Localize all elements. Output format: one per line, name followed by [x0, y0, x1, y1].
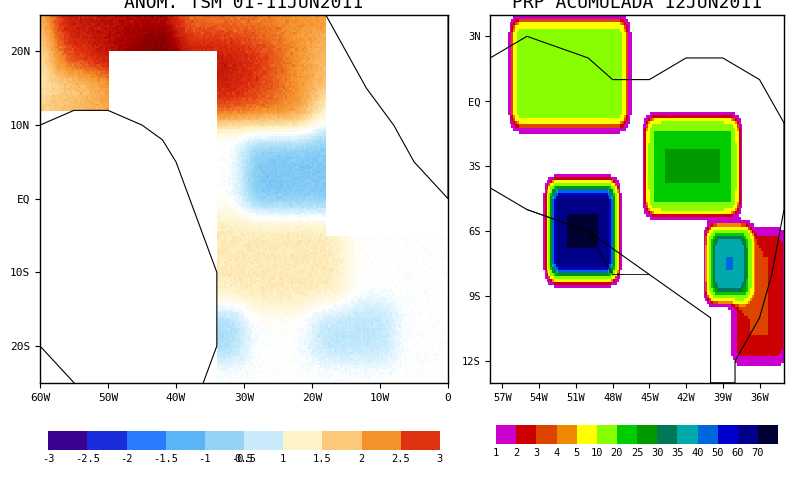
- Text: 0.5: 0.5: [234, 454, 254, 464]
- Title: ANOM. TSM 01-11JUN2011: ANOM. TSM 01-11JUN2011: [125, 0, 364, 12]
- Text: 60: 60: [731, 448, 744, 458]
- FancyBboxPatch shape: [577, 425, 597, 444]
- Text: 1: 1: [493, 448, 499, 458]
- Text: 25: 25: [631, 448, 643, 458]
- FancyBboxPatch shape: [758, 425, 778, 444]
- Text: 20: 20: [610, 448, 623, 458]
- FancyBboxPatch shape: [658, 425, 678, 444]
- Text: 2.5: 2.5: [391, 454, 410, 464]
- FancyBboxPatch shape: [48, 431, 87, 450]
- FancyBboxPatch shape: [557, 425, 577, 444]
- FancyBboxPatch shape: [597, 425, 617, 444]
- Text: -3: -3: [42, 454, 54, 464]
- Text: -1.5: -1.5: [153, 454, 178, 464]
- Text: 1.5: 1.5: [313, 454, 332, 464]
- FancyBboxPatch shape: [637, 425, 658, 444]
- FancyBboxPatch shape: [244, 431, 283, 450]
- Text: 10: 10: [590, 448, 603, 458]
- Text: -1: -1: [198, 454, 211, 464]
- FancyBboxPatch shape: [678, 425, 698, 444]
- Text: 2: 2: [513, 448, 519, 458]
- Text: 35: 35: [671, 448, 684, 458]
- Text: 1: 1: [280, 454, 286, 464]
- FancyBboxPatch shape: [401, 431, 440, 450]
- Text: 5: 5: [574, 448, 580, 458]
- FancyBboxPatch shape: [126, 431, 166, 450]
- Text: 30: 30: [651, 448, 663, 458]
- Text: 50: 50: [711, 448, 724, 458]
- FancyBboxPatch shape: [362, 431, 401, 450]
- Text: 40: 40: [691, 448, 704, 458]
- Text: 2: 2: [358, 454, 365, 464]
- Text: 70: 70: [752, 448, 764, 458]
- FancyBboxPatch shape: [536, 425, 557, 444]
- Title: PRP ACUMULADA 12JUN2011: PRP ACUMULADA 12JUN2011: [512, 0, 762, 12]
- FancyBboxPatch shape: [496, 425, 516, 444]
- FancyBboxPatch shape: [283, 431, 322, 450]
- FancyBboxPatch shape: [205, 431, 244, 450]
- Text: -2: -2: [120, 454, 133, 464]
- FancyBboxPatch shape: [698, 425, 718, 444]
- Text: 3: 3: [437, 454, 443, 464]
- FancyBboxPatch shape: [718, 425, 738, 444]
- FancyBboxPatch shape: [322, 431, 362, 450]
- Text: -0.5: -0.5: [231, 454, 257, 464]
- FancyBboxPatch shape: [516, 425, 536, 444]
- FancyBboxPatch shape: [738, 425, 758, 444]
- FancyBboxPatch shape: [617, 425, 637, 444]
- Text: 4: 4: [554, 448, 560, 458]
- FancyBboxPatch shape: [166, 431, 205, 450]
- Text: 3: 3: [534, 448, 539, 458]
- Text: -2.5: -2.5: [75, 454, 100, 464]
- FancyBboxPatch shape: [87, 431, 126, 450]
